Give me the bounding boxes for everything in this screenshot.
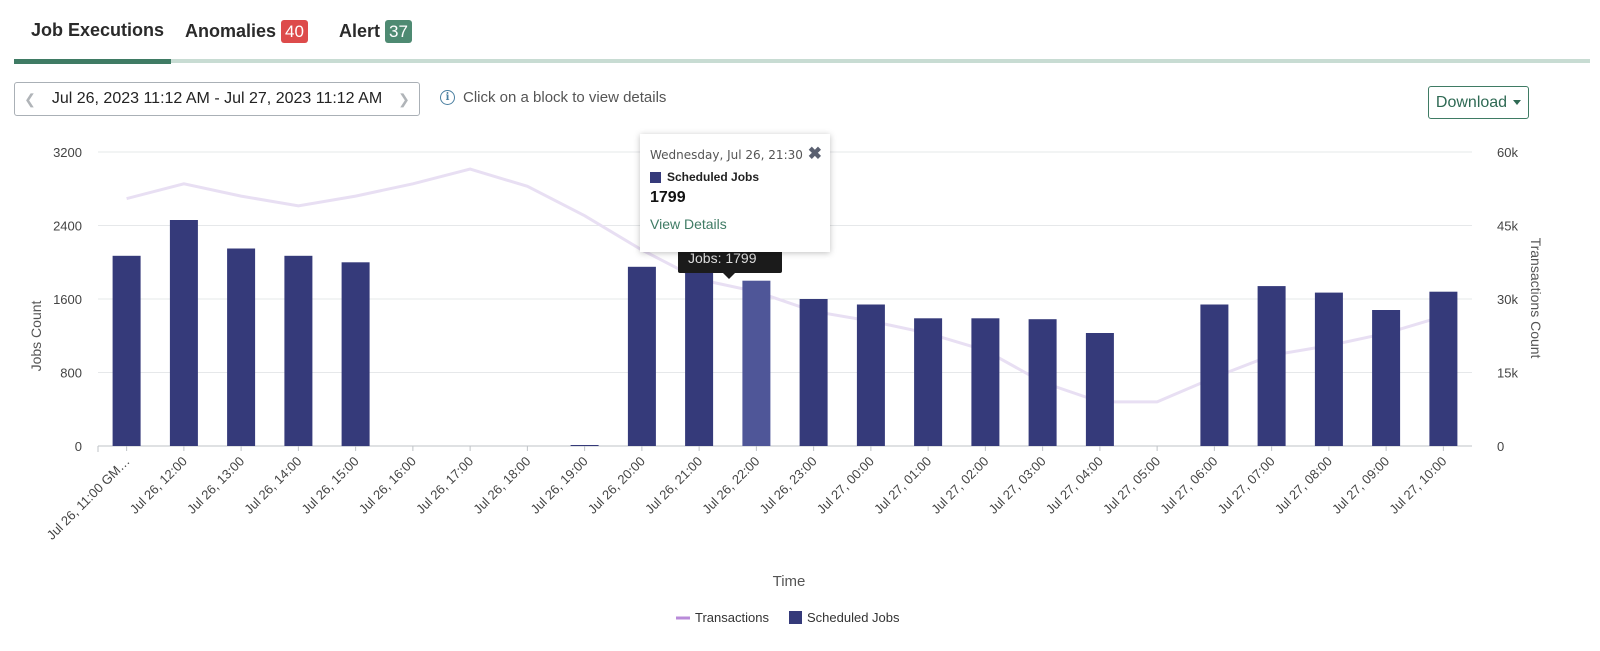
tab-label: Anomalies	[185, 21, 277, 41]
y2-tick-label: 0	[1497, 439, 1504, 454]
bar-scheduled-jobs[interactable]	[1372, 310, 1401, 446]
x-tick-label: Jul 26, 23:00	[756, 454, 819, 517]
jobs-chart: 0 800 1600 2400 3200 0 15k 30k 45k 60k Jul 26, 11:…	[28, 145, 1544, 625]
y2-tick-label: 45k	[1497, 219, 1518, 234]
bar-scheduled-jobs[interactable]	[799, 299, 828, 446]
y2-axis-label: Transactions Count	[1528, 238, 1544, 359]
tab-label: Alert	[339, 21, 381, 41]
download-label: Download	[1435, 93, 1508, 111]
bar-scheduled-jobs[interactable]	[742, 280, 771, 446]
x-tick-label: Jul 27, 02:00	[928, 454, 991, 517]
x-axis-label: Time	[773, 573, 806, 590]
x-tick-label: Jul 27, 07:00	[1214, 454, 1277, 517]
tooltip-text: Jobs: 1799	[688, 250, 757, 266]
detail-popup: Wednesday, Jul 26, 21:30 Scheduled Jobs …	[640, 134, 830, 252]
popup-date: Wednesday, Jul 26, 21:30	[650, 148, 803, 162]
bar-scheduled-jobs[interactable]	[1085, 333, 1114, 446]
x-tick-label: Jul 26, 16:00	[356, 454, 419, 517]
download-button[interactable]: Download	[1428, 86, 1529, 119]
x-tick-label: Jul 27, 00:00	[814, 454, 877, 517]
x-tick-label: Jul 26, 13:00	[184, 454, 247, 517]
bar-scheduled-jobs[interactable]	[1028, 319, 1057, 446]
bar-scheduled-jobs[interactable]	[570, 445, 599, 446]
legend: Transactions Scheduled Jobs	[676, 610, 900, 625]
y-tick-label: 800	[60, 366, 82, 381]
x-tick-label: Jul 26, 12:00	[127, 454, 190, 517]
bar-scheduled-jobs[interactable]	[227, 248, 256, 447]
x-tick-label: Jul 27, 05:00	[1100, 454, 1163, 517]
bar-scheduled-jobs[interactable]	[856, 304, 885, 447]
y2-tick-label: 30k	[1497, 292, 1518, 307]
close-icon[interactable]: ✖	[807, 144, 822, 163]
bar-scheduled-jobs[interactable]	[1200, 304, 1229, 447]
legend-scheduled-jobs-label: Scheduled Jobs	[807, 610, 900, 625]
legend-scheduled-jobs-swatch	[789, 611, 802, 624]
bar-scheduled-jobs[interactable]	[627, 266, 656, 446]
bar-scheduled-jobs[interactable]	[1429, 291, 1458, 446]
x-tick-label: Jul 26, 14:00	[241, 454, 304, 517]
chevron-right-icon[interactable]: ❯	[398, 90, 410, 107]
date-range-text: Jul 26, 2023 11:12 AM - Jul 27, 2023 11:…	[51, 90, 383, 107]
x-tick-label: Jul 27, 08:00	[1272, 454, 1335, 517]
x-tick-label: Jul 26, 20:00	[585, 454, 648, 517]
view-details-link[interactable]: View Details	[650, 216, 727, 232]
y-tick-label: 3200	[53, 145, 82, 160]
bar-scheduled-jobs[interactable]	[914, 318, 943, 446]
bar-scheduled-jobs[interactable]	[971, 318, 1000, 446]
tooltip-arrow	[722, 272, 736, 279]
y-axis-label: Jobs Count	[28, 300, 44, 371]
bars-layer	[112, 220, 1458, 447]
popup-series-name: Scheduled Jobs	[667, 170, 760, 184]
bar-scheduled-jobs[interactable]	[169, 220, 198, 446]
x-tick-label: Jul 26, 17:00	[413, 454, 476, 517]
bar-scheduled-jobs[interactable]	[1314, 292, 1343, 446]
x-tick-label: Jul 27, 10:00	[1386, 454, 1449, 517]
popup-value: 1799	[650, 189, 686, 206]
bar-scheduled-jobs[interactable]	[112, 255, 141, 446]
x-tick-label: Jul 26, 22:00	[699, 454, 762, 517]
tab-active-indicator	[14, 59, 171, 64]
x-tick-label: Jul 26, 18:00	[470, 454, 533, 517]
x-tick-label: Jul 27, 01:00	[871, 454, 934, 517]
y2-tick-label: 15k	[1497, 366, 1518, 381]
chevron-left-icon[interactable]: ❮	[24, 90, 36, 107]
x-tick-label: Jul 27, 03:00	[985, 454, 1048, 517]
y-tick-label: 2400	[53, 219, 82, 234]
tab-job-executions[interactable]: Job Executions	[31, 20, 164, 41]
popup-series: Scheduled Jobs	[650, 170, 820, 184]
x-tick-label: Jul 26, 21:00	[642, 454, 705, 517]
series-swatch	[650, 171, 661, 183]
y2-tick-label: 60k	[1497, 145, 1518, 160]
bar-scheduled-jobs[interactable]	[341, 262, 370, 447]
bar-scheduled-jobs[interactable]	[284, 255, 313, 446]
x-tick-label: Jul 27, 06:00	[1157, 454, 1220, 517]
y-tick-label: 0	[75, 439, 82, 454]
legend-transactions-label: Transactions	[695, 610, 769, 625]
bar-scheduled-jobs[interactable]	[685, 269, 714, 446]
x-tick-label: Jul 26, 15:00	[298, 454, 361, 517]
x-tick-label: Jul 27, 09:00	[1329, 454, 1392, 517]
alert-count-badge: 37	[385, 20, 412, 43]
bar-scheduled-jobs[interactable]	[1257, 286, 1286, 446]
info-hint: i Click on a block to view details	[440, 89, 666, 106]
tab-label: Job Executions	[31, 20, 165, 40]
x-tick-label: Jul 26, 11:00 GM…	[44, 454, 133, 543]
info-icon: i	[440, 90, 455, 105]
tab-anomalies[interactable]: Anomalies 40	[185, 20, 308, 43]
info-text: Click on a block to view details	[463, 89, 667, 106]
tab-alert[interactable]: Alert 37	[339, 20, 412, 43]
tab-rail	[14, 59, 1590, 63]
anomalies-count-badge: 40	[281, 20, 308, 43]
x-tick-label: Jul 26, 19:00	[527, 454, 590, 517]
tab-bar: Job Executions Anomalies 40 Alert 37	[14, 0, 1590, 64]
caret-down-icon	[1513, 100, 1522, 105]
y-tick-label: 1600	[53, 292, 82, 307]
x-tick-label: Jul 27, 04:00	[1043, 454, 1106, 517]
date-range-picker[interactable]: ❮ Jul 26, 2023 11:12 AM - Jul 27, 2023 1…	[14, 82, 420, 116]
